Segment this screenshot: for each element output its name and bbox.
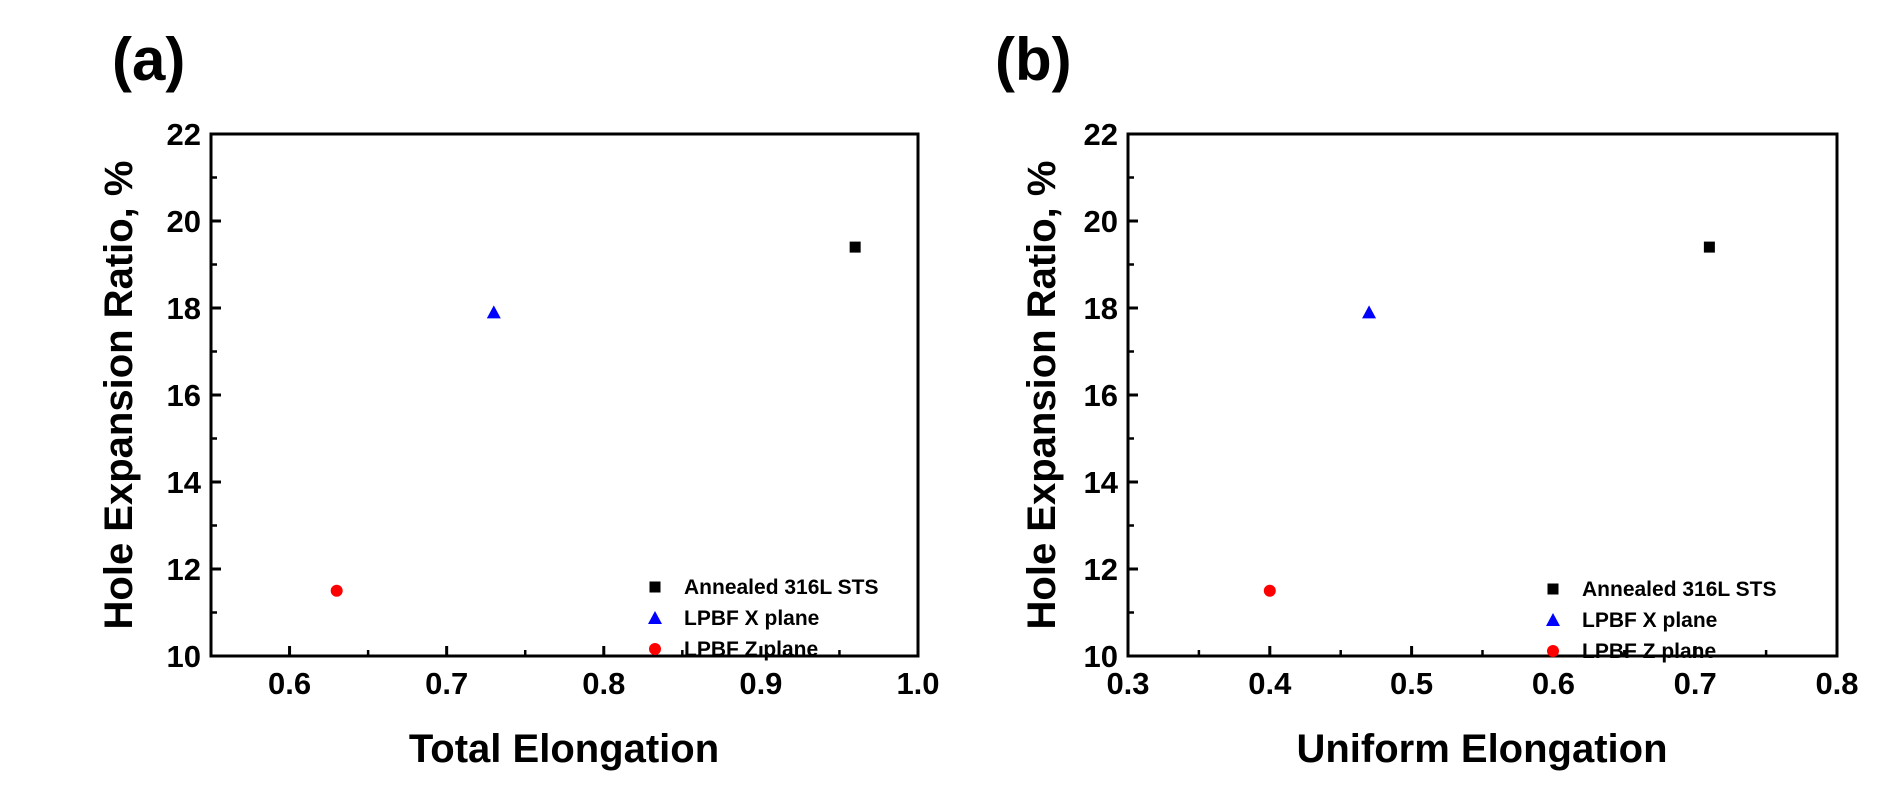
y-tick-label: 16 xyxy=(1084,378,1118,413)
x-tick-label: 0.6 xyxy=(1532,666,1575,701)
panel-b-ylabel: Hole Expansion Ratio, % xyxy=(1020,161,1064,630)
y-tick-label: 10 xyxy=(167,639,201,674)
y-tick-label: 22 xyxy=(167,117,201,152)
panel-b-ticks xyxy=(1126,132,1839,658)
panel-a-ylabel: Hole Expansion Ratio, % xyxy=(97,161,141,630)
panel-b-legend: Annealed 316L STS LPBF X plane LPBF Z plan… xyxy=(1546,578,1777,663)
panel-b-markers xyxy=(1263,241,1715,597)
panel-a-ticks xyxy=(211,132,920,658)
y-tick-label: 18 xyxy=(1084,291,1118,326)
y-tick-label: 16 xyxy=(167,378,201,413)
x-tick-label: 0.7 xyxy=(425,666,468,701)
x-tick-label: 0.4 xyxy=(1248,666,1292,701)
data-point-triangle xyxy=(1362,305,1377,319)
x-tick-label: 1.0 xyxy=(896,666,939,701)
legend-marker-circle xyxy=(1547,645,1559,657)
panel-a: (a) 0.6 0.7 0.8 0.9 1.0 10 12 14 16 18 20 22 Total … xyxy=(97,26,940,771)
legend-marker-triangle xyxy=(1546,613,1560,626)
legend-entry-label: Annealed 316L STS xyxy=(1582,578,1777,601)
y-tick-label: 12 xyxy=(1084,552,1118,587)
y-tick-label: 10 xyxy=(1084,639,1118,674)
y-tick-label: 20 xyxy=(1084,204,1118,239)
x-tick-label: 0.6 xyxy=(268,666,311,701)
panel-a-markers xyxy=(330,241,861,597)
y-tick-label: 14 xyxy=(167,465,202,500)
x-tick-label: 0.8 xyxy=(1815,666,1858,701)
panel-a-label: (a) xyxy=(112,26,185,93)
x-tick-label: 0.8 xyxy=(582,666,625,701)
legend-marker-square xyxy=(1547,583,1559,595)
y-tick-label: 12 xyxy=(167,552,201,587)
panel-b-tick-labels: 0.3 0.4 0.5 0.6 0.7 0.8 10 12 14 16 18 20 22 xyxy=(1084,117,1859,701)
legend-entry-label: LPBF X plane xyxy=(684,607,819,630)
x-tick-label: 0.7 xyxy=(1674,666,1717,701)
x-tick-label: 0.5 xyxy=(1390,666,1433,701)
x-tick-label: 0.9 xyxy=(739,666,782,701)
legend-marker-triangle xyxy=(648,611,662,624)
legend-entry-label: Annealed 316L STS xyxy=(684,576,879,599)
y-tick-label: 18 xyxy=(167,291,201,326)
data-point-triangle xyxy=(486,305,501,319)
y-tick-label: 22 xyxy=(1084,117,1118,152)
data-point-square xyxy=(849,241,861,253)
legend-entry-label: LPBF Z plane xyxy=(1582,640,1716,663)
legend-marker-square xyxy=(649,581,661,593)
y-tick-label: 14 xyxy=(1084,465,1119,500)
data-point-circle xyxy=(330,584,343,597)
panel-b-xlabel: Uniform Elongation xyxy=(1296,727,1667,771)
legend-marker-circle xyxy=(649,643,661,655)
legend-entry-label: LPBF Z plane xyxy=(684,638,818,661)
data-point-square xyxy=(1703,241,1715,253)
panel-a-tick-labels: 0.6 0.7 0.8 0.9 1.0 10 12 14 16 18 20 22 xyxy=(167,117,940,701)
panel-b-label: (b) xyxy=(995,26,1072,93)
data-point-circle xyxy=(1263,584,1276,597)
x-tick-label: 0.3 xyxy=(1106,666,1149,701)
y-tick-label: 20 xyxy=(167,204,201,239)
panel-a-xlabel: Total Elongation xyxy=(409,727,719,771)
panel-b: (b) 0.3 0.4 0.5 0.6 0.7 0.8 10 12 14 16 18 20 22 Uni… xyxy=(995,26,1859,771)
panel-a-legend: Annealed 316L STS LPBF X plane LPBF Z plan… xyxy=(648,576,879,661)
legend-entry-label: LPBF X plane xyxy=(1582,609,1717,632)
